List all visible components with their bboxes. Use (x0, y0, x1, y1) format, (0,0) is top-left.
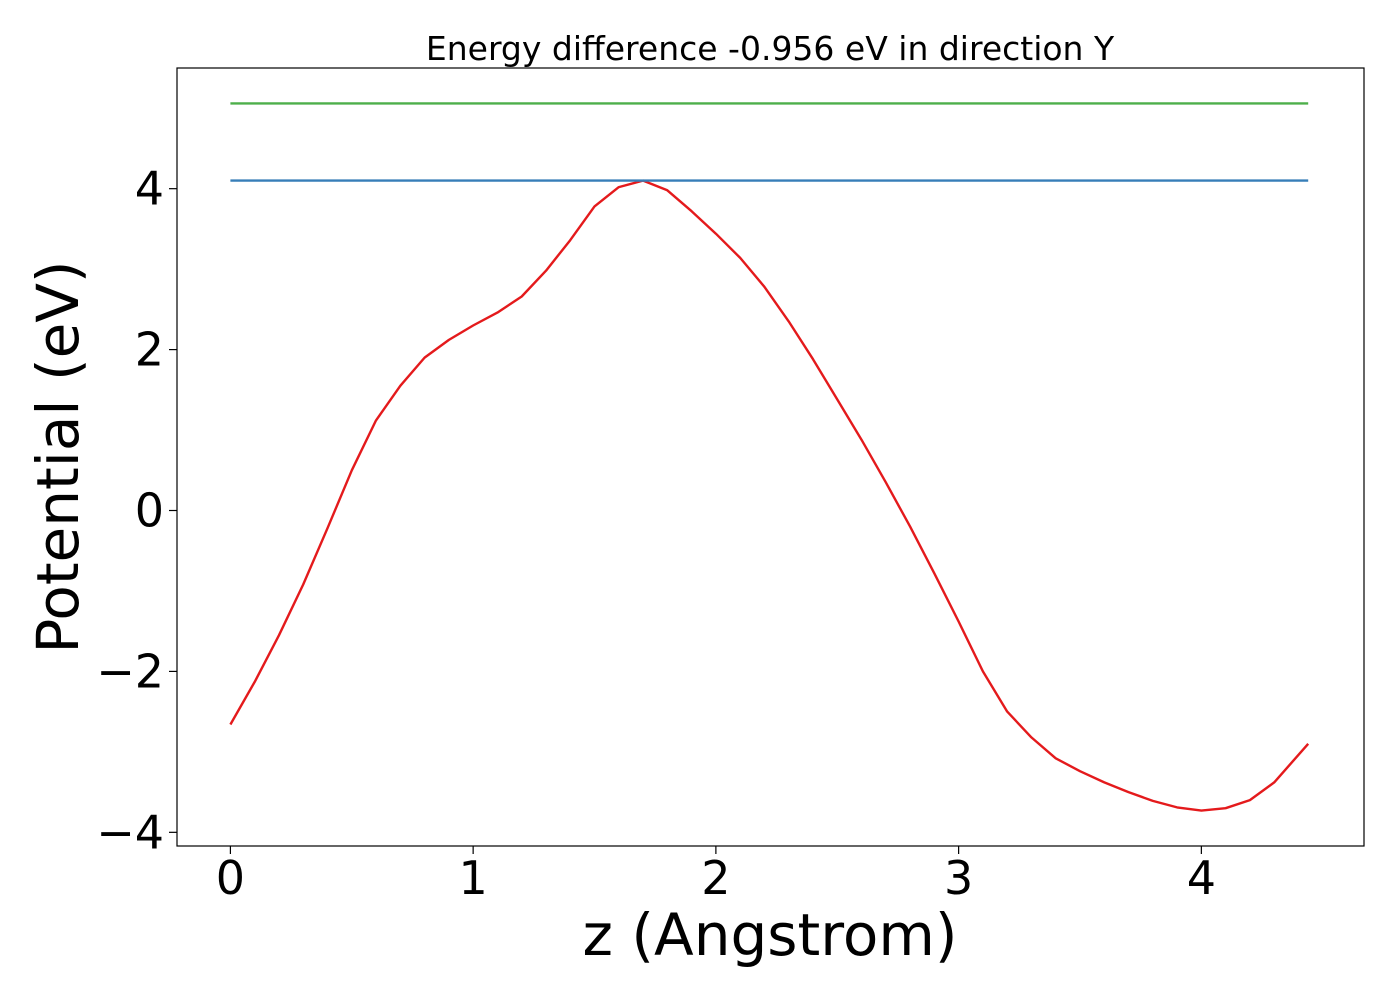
y-tick-label: 0 (135, 484, 164, 538)
series-line-0 (229, 179, 1310, 812)
y-tick-label: −4 (96, 805, 164, 859)
x-tick-label: 3 (944, 851, 973, 905)
x-axis-label: z (Angstrom) (583, 901, 958, 969)
x-tick-label: 1 (459, 851, 488, 905)
y-tick-label: 4 (135, 162, 164, 216)
chart-title: Energy difference -0.956 eV in direction… (426, 29, 1115, 68)
x-ticks: 0 1 2 3 4 (216, 846, 1216, 905)
x-tick-label: 0 (216, 851, 245, 905)
x-tick-label: 2 (701, 851, 730, 905)
series-layer (229, 102, 1310, 812)
plot-frame (176, 67, 1365, 847)
y-tick-label: −2 (96, 644, 164, 698)
y-tick-label: 2 (135, 323, 164, 377)
x-tick-label: 4 (1187, 851, 1216, 905)
y-axis-label: Potential (eV) (24, 260, 92, 653)
y-ticks: −4 −2 0 2 4 (96, 162, 177, 859)
